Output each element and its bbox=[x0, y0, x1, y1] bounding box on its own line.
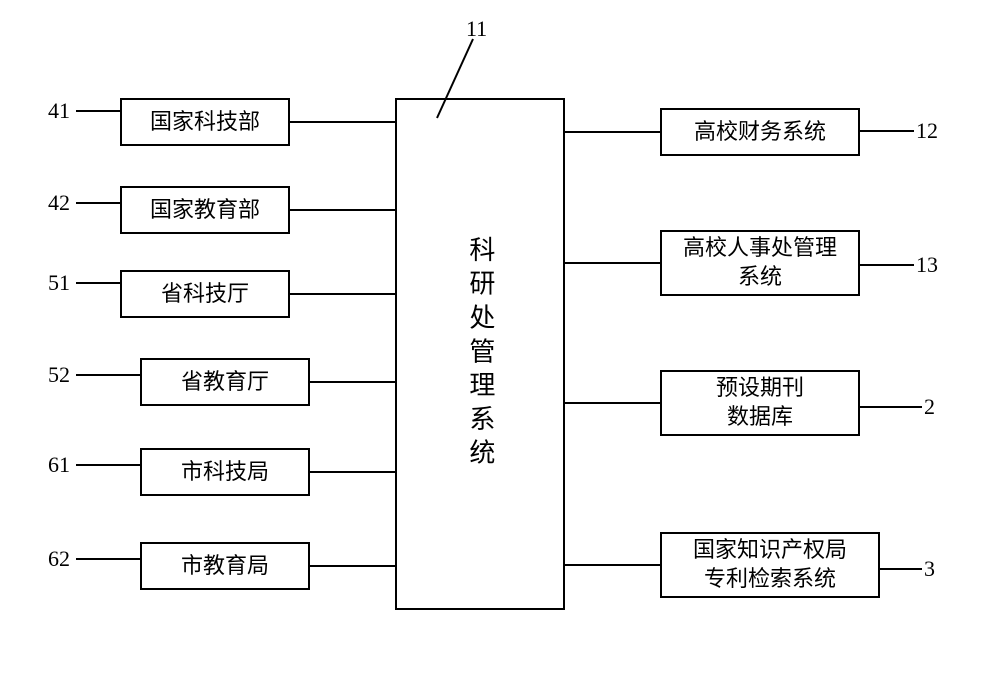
left-node-3-label: 省教育厅 bbox=[181, 368, 269, 397]
left-node-0: 国家科技部 bbox=[120, 98, 290, 146]
right-node-2-label: 预设期刊 数据库 bbox=[716, 374, 804, 431]
ref-11: 11 bbox=[466, 16, 487, 42]
right-node-3: 国家知识产权局 专利检索系统 bbox=[660, 532, 880, 598]
left-node-3: 省教育厅 bbox=[140, 358, 310, 406]
connector-right-1 bbox=[565, 262, 660, 264]
left-node-5: 市教育局 bbox=[140, 542, 310, 590]
right-node-1: 高校人事处管理 系统 bbox=[660, 230, 860, 296]
ref-52: 52 bbox=[48, 362, 70, 388]
left-node-0-label: 国家科技部 bbox=[150, 108, 260, 137]
ref-41: 41 bbox=[48, 98, 70, 124]
lead-left-2 bbox=[76, 282, 120, 284]
connector-right-0 bbox=[565, 131, 660, 133]
ref-61: 61 bbox=[48, 452, 70, 478]
ref-13: 13 bbox=[916, 252, 938, 278]
lead-right-1 bbox=[860, 264, 914, 266]
lead-right-2 bbox=[860, 406, 922, 408]
ref-42: 42 bbox=[48, 190, 70, 216]
right-node-1-label: 高校人事处管理 系统 bbox=[683, 234, 837, 291]
left-node-1-label: 国家教育部 bbox=[150, 196, 260, 225]
lead-right-0 bbox=[860, 130, 914, 132]
lead-left-5 bbox=[76, 558, 140, 560]
lead-right-3 bbox=[880, 568, 922, 570]
lead-left-3 bbox=[76, 374, 140, 376]
connector-left-0 bbox=[290, 121, 395, 123]
left-node-1: 国家教育部 bbox=[120, 186, 290, 234]
left-node-2-label: 省科技厅 bbox=[161, 280, 249, 309]
connector-left-4 bbox=[310, 471, 395, 473]
ref-12: 12 bbox=[916, 118, 938, 144]
connector-left-3 bbox=[310, 381, 395, 383]
connector-left-5 bbox=[310, 565, 395, 567]
right-node-2: 预设期刊 数据库 bbox=[660, 370, 860, 436]
center-box: 科研处管理系统 bbox=[395, 98, 565, 610]
ref-3: 3 bbox=[924, 556, 935, 582]
left-node-4: 市科技局 bbox=[140, 448, 310, 496]
lead-left-1 bbox=[76, 202, 120, 204]
ref-51: 51 bbox=[48, 270, 70, 296]
left-node-4-label: 市科技局 bbox=[181, 458, 269, 487]
center-box-label: 科研处管理系统 bbox=[463, 236, 497, 473]
connector-left-1 bbox=[290, 209, 395, 211]
left-node-5-label: 市教育局 bbox=[181, 552, 269, 581]
lead-left-0 bbox=[76, 110, 120, 112]
connector-right-3 bbox=[565, 564, 660, 566]
connector-right-2 bbox=[565, 402, 660, 404]
right-node-0: 高校财务系统 bbox=[660, 108, 860, 156]
left-node-2: 省科技厅 bbox=[120, 270, 290, 318]
right-node-0-label: 高校财务系统 bbox=[694, 118, 826, 147]
right-node-3-label: 国家知识产权局 专利检索系统 bbox=[693, 536, 847, 593]
lead-left-4 bbox=[76, 464, 140, 466]
ref-62: 62 bbox=[48, 546, 70, 572]
ref-2: 2 bbox=[924, 394, 935, 420]
connector-left-2 bbox=[290, 293, 395, 295]
